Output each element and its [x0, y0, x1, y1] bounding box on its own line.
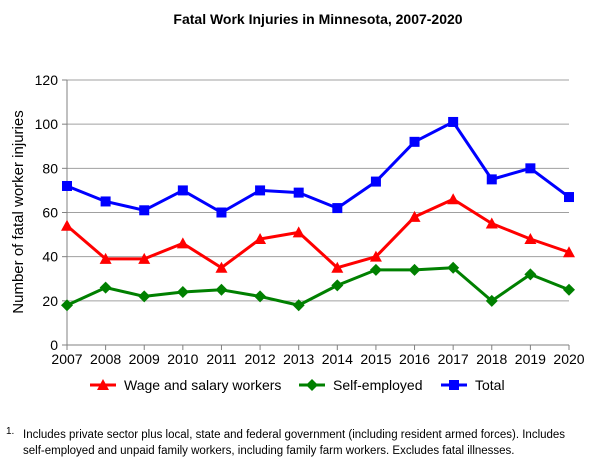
data-point-wage-and-salary-workers-2008 [99, 252, 112, 264]
data-point-wage-and-salary-workers-2010 [176, 237, 189, 249]
series-line-self-employed [66, 266, 570, 307]
x-tick-label-2018: 2018 [476, 351, 507, 367]
legend-marker-total [449, 380, 459, 390]
data-point-wage-and-salary-workers-2014 [331, 261, 344, 273]
x-tick-label-2009: 2009 [129, 351, 160, 367]
data-point-self-employed-2009 [138, 290, 151, 303]
data-point-self-employed-2015 [369, 263, 382, 276]
y-tick-label-20: 20 [42, 293, 58, 309]
legend-item-wage-and-salary-workers: Wage and salary workers [90, 377, 281, 393]
data-point-total-2015 [370, 176, 381, 187]
data-point-total-2017 [448, 116, 459, 127]
data-point-wage-and-salary-workers-2013 [292, 226, 305, 238]
series-wage-and-salary-workers [61, 193, 575, 273]
x-tick-label-2013: 2013 [283, 351, 314, 367]
y-tick-label-80: 80 [42, 160, 58, 176]
data-point-self-employed-2011 [215, 283, 228, 296]
data-point-total-2019 [525, 163, 536, 174]
x-tick-label-2014: 2014 [322, 351, 353, 367]
data-point-total-2008 [100, 196, 111, 207]
data-point-self-employed-2017 [447, 261, 460, 274]
axes: 0 20 40 60 80 100 120 2007 2008 2009 2010 2011 2012 2… [35, 72, 585, 367]
data-point-total-2016 [409, 136, 420, 147]
series-line-wage-and-salary-workers [66, 197, 570, 270]
legend-marker-wage-and-salary-workers [97, 379, 109, 390]
legend: Wage and salary workers Self-employed Tota… [90, 377, 505, 393]
data-point-wage-and-salary-workers-2018 [485, 217, 498, 229]
footnote-text: Includes private sector plus local, stat… [23, 429, 566, 457]
y-tick-label-120: 120 [35, 72, 59, 88]
data-point-self-employed-2012 [254, 290, 267, 303]
data-point-total-2012 [255, 185, 266, 196]
data-point-wage-and-salary-workers-2007 [61, 219, 73, 231]
data-point-wage-and-salary-workers-2016 [408, 210, 421, 222]
data-point-self-employed-2013 [292, 299, 305, 312]
legend-item-total: Total [441, 377, 505, 393]
data-point-wage-and-salary-workers-2012 [254, 233, 267, 244]
data-point-total-2020 [564, 192, 574, 203]
data-point-total-2010 [177, 185, 188, 196]
data-point-total-2011 [216, 207, 227, 218]
data-point-self-employed-2014 [331, 279, 344, 292]
x-tick-label-2008: 2008 [90, 351, 121, 367]
legend-label-self-employed: Self-employed [333, 377, 423, 393]
x-tick-label-2019: 2019 [515, 351, 546, 367]
data-point-wage-and-salary-workers-2015 [369, 250, 382, 262]
y-axis-title: Number of fatal worker injuries [10, 110, 27, 313]
data-point-self-employed-2019 [524, 268, 537, 281]
series-line-total [66, 120, 570, 214]
legend-item-self-employed: Self-employed [299, 377, 423, 393]
footnote: 1. Includes private sector plus local, s… [6, 426, 588, 459]
legend-marker-self-employed [306, 379, 318, 391]
y-tick-label-0: 0 [50, 337, 58, 353]
footnote-marker: 1. [6, 426, 15, 437]
legend-label-wage-and-salary-workers: Wage and salary workers [124, 377, 281, 393]
legend-label-total: Total [475, 377, 505, 393]
y-tick-label-100: 100 [35, 116, 59, 132]
x-tick-label-2020: 2020 [553, 351, 584, 367]
data-point-wage-and-salary-workers-2009 [138, 252, 151, 264]
data-point-self-employed-2020 [563, 283, 575, 296]
data-point-total-2013 [293, 187, 304, 198]
data-point-self-employed-2018 [485, 294, 498, 307]
data-point-self-employed-2010 [176, 286, 189, 298]
data-point-total-2018 [486, 174, 497, 185]
data-point-total-2014 [332, 203, 343, 214]
data-point-total-2009 [139, 205, 150, 216]
data-point-self-employed-2008 [99, 281, 112, 294]
x-tick-label-2015: 2015 [360, 351, 391, 367]
y-tick-label-60: 60 [42, 205, 58, 221]
data-point-wage-and-salary-workers-2020 [563, 246, 575, 258]
data-point-wage-and-salary-workers-2019 [524, 233, 537, 244]
series-total [62, 116, 574, 218]
y-tick-label-40: 40 [42, 249, 58, 265]
chart-title: Fatal Work Injuries in Minnesota, 2007-2… [173, 11, 462, 27]
data-point-total-2007 [62, 181, 72, 191]
x-tick-label-2017: 2017 [438, 351, 469, 367]
x-tick-label-2011: 2011 [206, 351, 236, 367]
data-point-wage-and-salary-workers-2011 [215, 261, 228, 273]
x-tick-label-2007: 2007 [51, 351, 82, 367]
series-lines [61, 116, 575, 312]
x-tick-label-2012: 2012 [244, 351, 275, 367]
data-point-self-employed-2007 [61, 299, 73, 312]
x-tick-label-2016: 2016 [399, 351, 430, 367]
series-self-employed [61, 261, 575, 312]
x-tick-label-2010: 2010 [167, 351, 198, 367]
data-point-wage-and-salary-workers-2017 [447, 193, 460, 205]
data-point-self-employed-2016 [408, 263, 421, 276]
